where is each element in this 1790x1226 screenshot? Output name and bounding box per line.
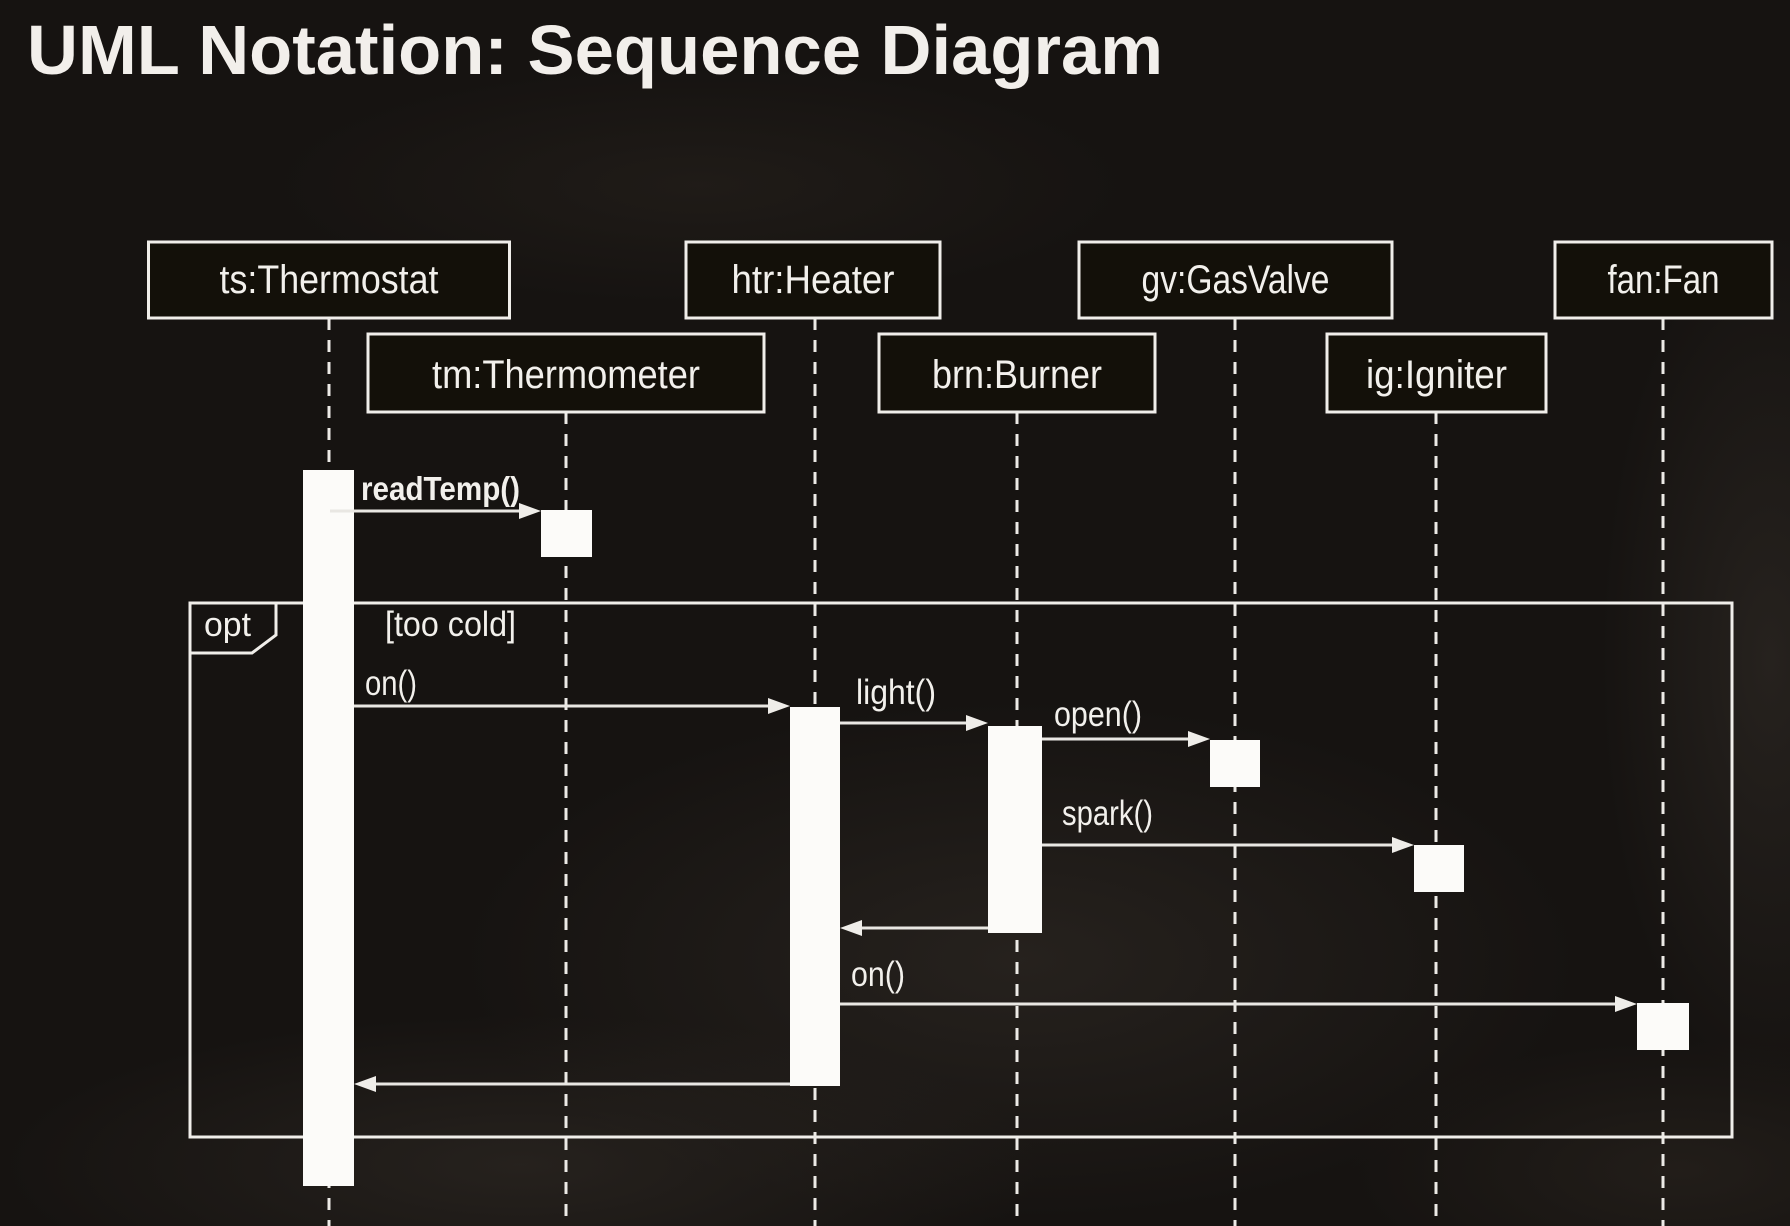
svg-text:ig:Igniter: ig:Igniter <box>1366 353 1507 397</box>
svg-text:light(): light() <box>856 673 936 712</box>
svg-text:ts:Thermostat: ts:Thermostat <box>220 258 439 302</box>
svg-text:[too cold]: [too cold] <box>385 605 516 644</box>
svg-text:UML Notation: Sequence Diagram: UML Notation: Sequence Diagram <box>27 11 1163 89</box>
svg-text:htr:Heater: htr:Heater <box>732 258 895 302</box>
svg-text:on(): on() <box>851 955 905 994</box>
svg-text:fan:Fan: fan:Fan <box>1608 258 1720 302</box>
svg-text:gv:GasValve: gv:GasValve <box>1142 258 1330 302</box>
svg-text:brn:Burner: brn:Burner <box>932 353 1102 397</box>
svg-text:opt: opt <box>204 606 252 644</box>
svg-text:on(): on() <box>365 664 417 703</box>
svg-text:readTemp(): readTemp() <box>361 470 520 507</box>
svg-text:tm:Thermometer: tm:Thermometer <box>432 353 700 397</box>
svg-text:spark(): spark() <box>1062 794 1153 833</box>
svg-text:open(): open() <box>1054 695 1142 734</box>
